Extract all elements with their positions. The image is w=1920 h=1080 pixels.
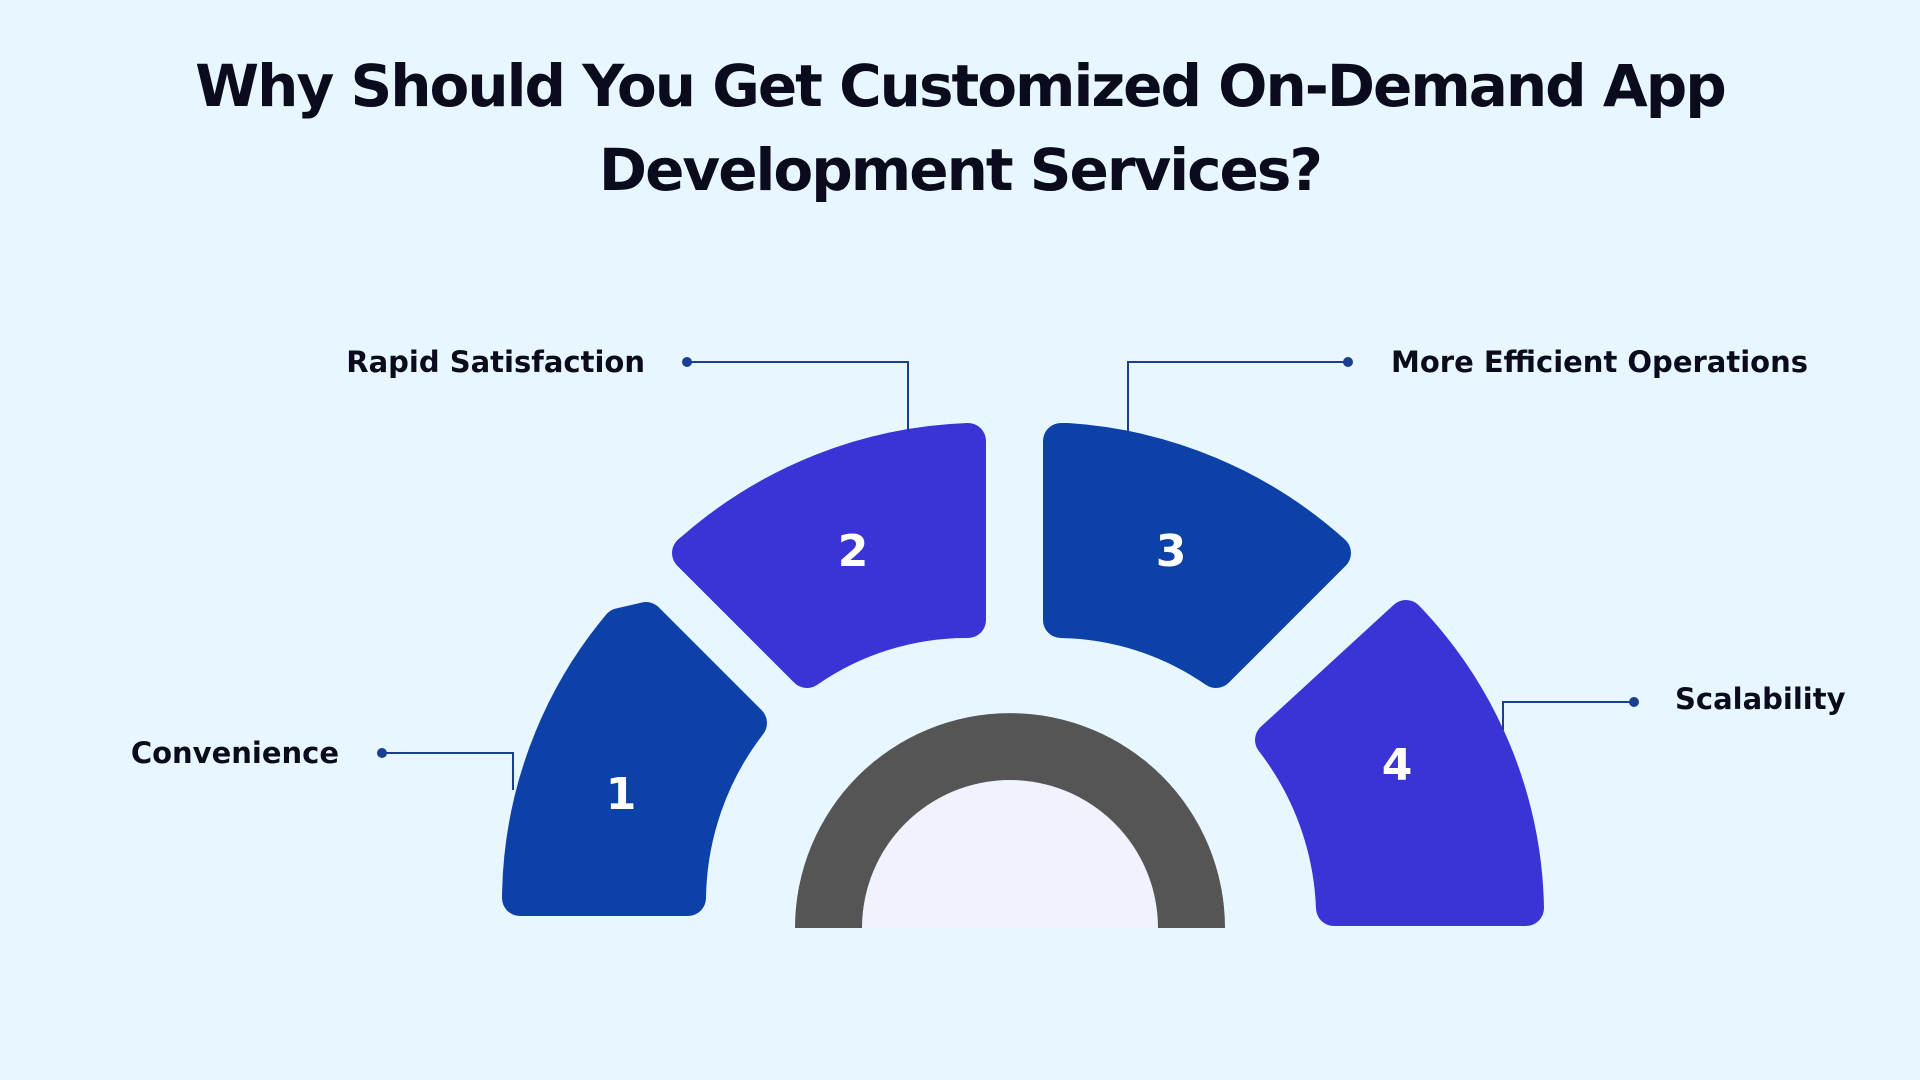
segment-4-shape — [1255, 600, 1544, 926]
segment-3[interactable]: 3 — [1043, 423, 1351, 688]
connector-3-dot — [1343, 357, 1353, 367]
page-title-line-1: Why Should You Get Customized On-Demand … — [195, 52, 1727, 120]
segment-2-number: 2 — [838, 526, 869, 577]
gauge-inner — [862, 780, 1158, 928]
connector-4-dot — [1629, 697, 1639, 707]
segment-2-shape — [672, 423, 986, 688]
connector-1 — [382, 752, 514, 790]
segment-2[interactable]: 2 — [672, 423, 986, 688]
label-convenience: Convenience — [131, 736, 339, 770]
connector-dots — [377, 357, 1639, 758]
connector-2-dot — [682, 357, 692, 367]
segment-1-shape — [502, 602, 767, 916]
label-scalability: Scalability — [1675, 682, 1846, 716]
connector-1-dot — [377, 748, 387, 758]
segment-1[interactable]: 1 — [502, 602, 767, 916]
connector-4 — [1502, 701, 1634, 730]
connectors — [382, 361, 1634, 790]
segment-4[interactable]: 4 — [1255, 600, 1544, 926]
connector-3 — [1127, 361, 1348, 432]
page-title-line-2: Development Services? — [598, 136, 1323, 204]
label-rapid-satisfaction: Rapid Satisfaction — [346, 345, 645, 379]
gauge-center — [795, 713, 1225, 928]
segment-3-shape — [1043, 423, 1351, 688]
page-title: Why Should You Get Customized On-Demand … — [160, 44, 1760, 212]
segment-1-number: 1 — [606, 769, 637, 820]
segment-4-number: 4 — [1382, 740, 1413, 791]
connector-2 — [687, 361, 909, 432]
label-more-efficient-operations: More Efficient Operations — [1391, 345, 1808, 379]
segment-3-number: 3 — [1156, 526, 1187, 577]
